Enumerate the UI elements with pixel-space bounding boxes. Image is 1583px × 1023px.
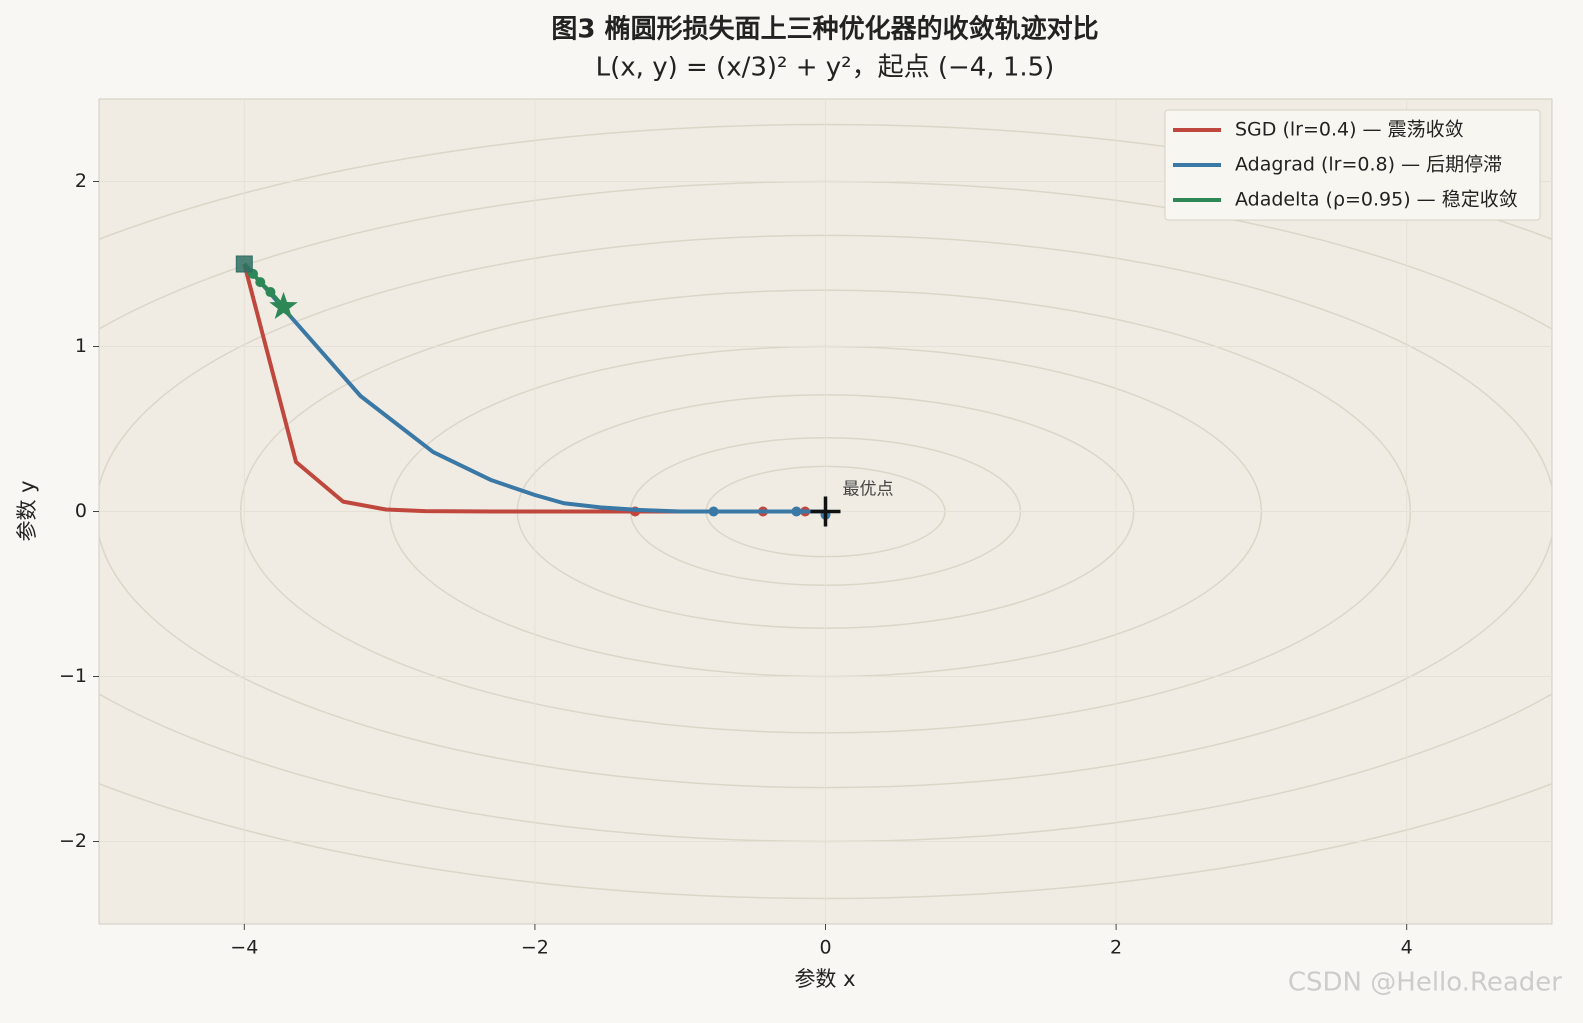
y-tick-label: −1 — [59, 665, 87, 687]
x-tick-label: −2 — [521, 937, 549, 959]
x-tick-label: 0 — [819, 937, 831, 959]
end-marker — [269, 291, 298, 320]
series-marker — [265, 287, 276, 298]
optimum-label: 最优点 — [843, 480, 894, 500]
legend-label: Adagrad (lr=0.8) — 后期停滞 — [1235, 154, 1502, 176]
series-marker — [791, 506, 802, 517]
y-tick-label: 2 — [75, 170, 87, 192]
legend-box — [1164, 109, 1541, 221]
chart-title: 图3 椭圆形损失面上三种优化器的收敛轨迹对比 — [551, 14, 1098, 45]
x-tick-label: 2 — [1110, 937, 1122, 959]
x-tick-label: −4 — [230, 937, 258, 959]
x-tick-label: 4 — [1401, 937, 1413, 959]
series-marker — [255, 277, 266, 288]
legend-label: Adadelta (ρ=0.95) — 稳定收敛 — [1235, 189, 1518, 211]
y-tick-label: 0 — [75, 500, 87, 522]
y-axis-label: 参数 y — [15, 480, 39, 541]
legend: SGD (lr=0.4) — 震荡收敛 Adagrad (lr=0.8) — 后期… — [1164, 109, 1541, 221]
y-tick-label: −2 — [59, 830, 87, 852]
watermark: CSDN @Hello.Reader — [1288, 968, 1562, 998]
series-marker — [708, 506, 719, 517]
x-axis-label: 参数 x — [794, 967, 855, 991]
chart-subtitle: L(x, y) = (x/3)² + y²，起点 (−4, 1.5) — [596, 53, 1055, 83]
y-tick-label: 1 — [75, 335, 87, 357]
legend-label: SGD (lr=0.4) — 震荡收敛 — [1235, 119, 1464, 141]
optimum-marker — [810, 496, 841, 527]
start-marker — [235, 255, 253, 273]
